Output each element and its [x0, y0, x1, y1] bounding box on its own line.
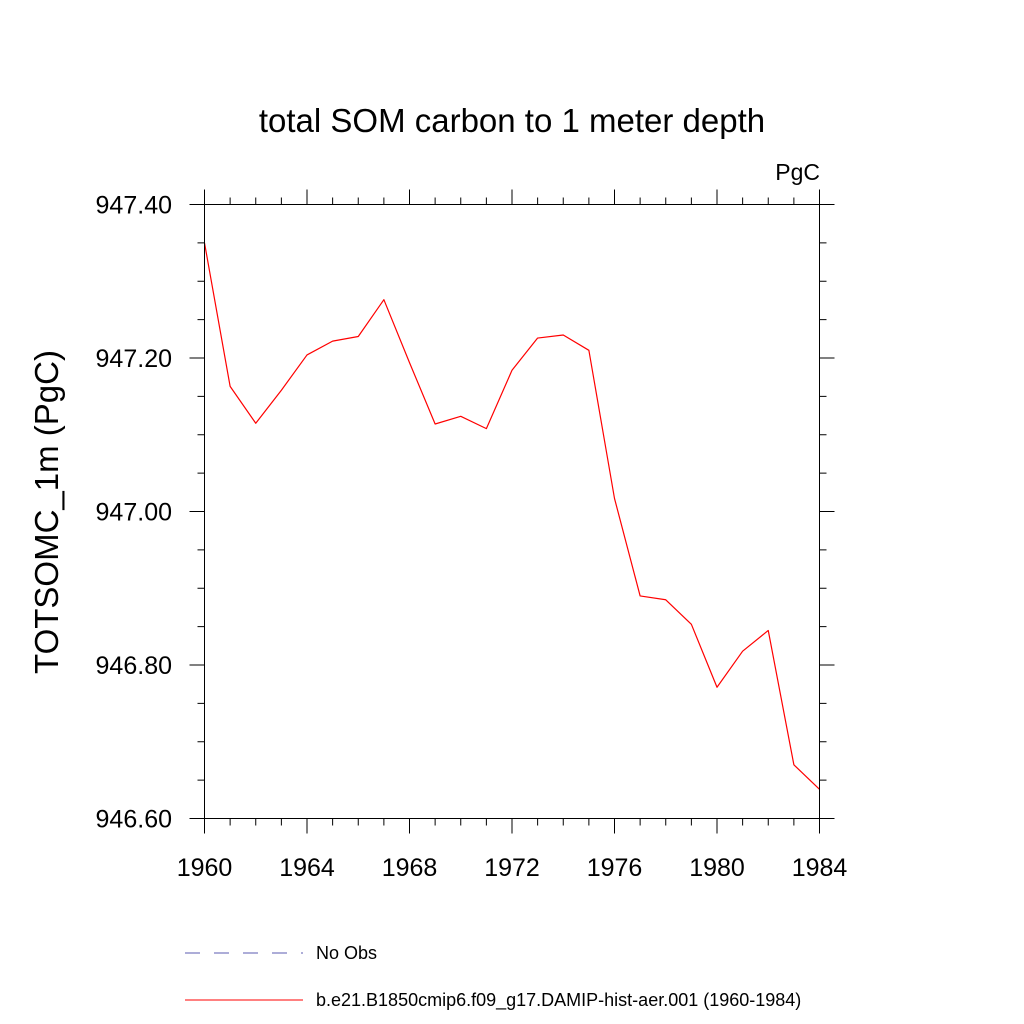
legend-label-model: b.e21.B1850cmip6.f09_g17.DAMIP-hist-aer.…: [316, 990, 801, 1011]
x-tick-label: 1968: [382, 854, 438, 882]
x-tick-labels: 1960 1964 1968 1972 1976 1980 1984: [177, 854, 848, 882]
x-tick-label: 1972: [484, 854, 540, 882]
y-tick-label: 947.00: [96, 499, 172, 527]
y-axis-label: TOTSOMC_1m (PgC): [28, 350, 65, 674]
units-label: PgC: [775, 159, 820, 185]
major-ticks: [189, 189, 835, 834]
legend-label-no-obs: No Obs: [316, 943, 377, 963]
legend: No Obs b.e21.B1850cmip6.f09_g17.DAMIP-hi…: [185, 943, 801, 1011]
chart-title: total SOM carbon to 1 meter depth: [259, 102, 765, 139]
y-tick-label: 947.40: [96, 192, 172, 220]
series-line-1: [203, 242, 820, 790]
x-tick-label: 1984: [792, 854, 848, 882]
series-layer: [203, 242, 820, 790]
y-tick-label: 947.20: [96, 345, 172, 373]
x-tick-label: 1964: [279, 854, 335, 882]
minor-ticks: [197, 197, 827, 826]
x-tick-label: 1976: [587, 854, 643, 882]
y-tick-label: 946.80: [96, 652, 172, 680]
x-tick-label: 1980: [689, 854, 745, 882]
y-tick-label: 946.60: [96, 806, 172, 834]
x-tick-label: 1960: [177, 854, 233, 882]
y-tick-labels: 946.60 946.80 947.00 947.20 947.40: [96, 192, 172, 834]
plot-frame: [204, 204, 820, 819]
